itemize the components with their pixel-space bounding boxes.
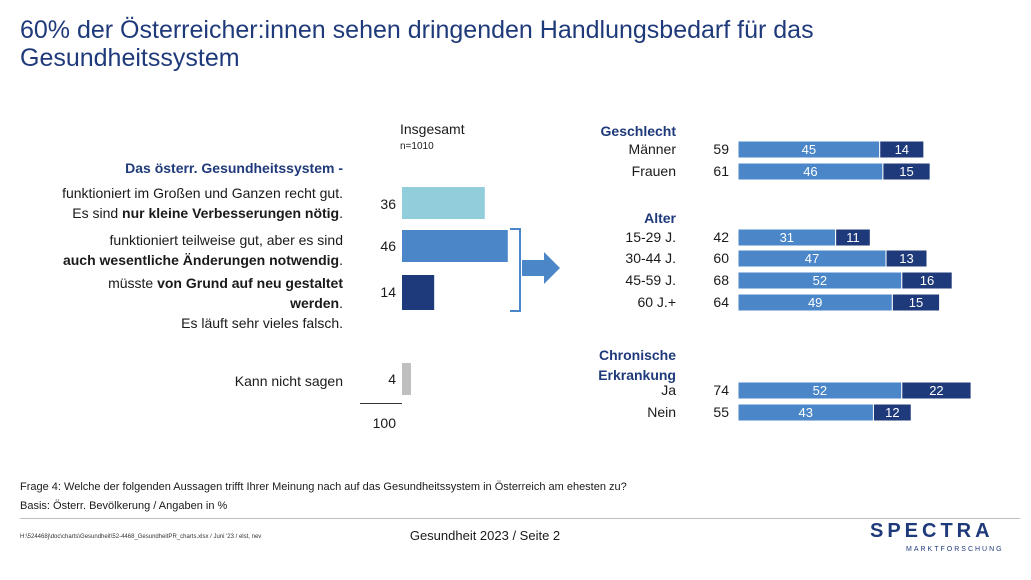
statement-line: müsste von Grund auf neu gestaltet werde… bbox=[108, 275, 343, 311]
row-total: 61 bbox=[713, 163, 729, 179]
statement-stem: Das österr. Gesundheitssystem - bbox=[125, 160, 343, 176]
logo-wordmark: SPECTRA bbox=[870, 520, 994, 542]
segment-value-label: 43 bbox=[798, 405, 812, 420]
row-label: 60 J.+ bbox=[637, 294, 676, 310]
overall-header: Insgesamt bbox=[400, 121, 465, 137]
segment-value-label: 31 bbox=[780, 230, 794, 245]
statement-line: funktioniert teilweise gut, aber es sind bbox=[109, 232, 343, 248]
overall-value: 46 bbox=[380, 238, 396, 254]
breakdown-bar-segment bbox=[882, 162, 931, 181]
row-label: 30-44 J. bbox=[625, 250, 676, 266]
statement-small-improvements: funktioniert im Großen und Ganzen recht … bbox=[53, 183, 343, 223]
row-label: Männer bbox=[628, 141, 676, 157]
row-total: 60 bbox=[713, 250, 729, 266]
overall-value: 36 bbox=[380, 196, 396, 212]
sum-divider bbox=[360, 403, 402, 404]
breakdown-bar-segment bbox=[879, 140, 925, 159]
segment-value-label: 13 bbox=[899, 251, 913, 266]
statement-line: Es läuft sehr vieles falsch. bbox=[181, 315, 343, 331]
breakdown-bar-segment bbox=[891, 293, 941, 312]
overall-bar bbox=[402, 275, 435, 310]
row-total: 55 bbox=[713, 404, 729, 420]
segment-value-label: 22 bbox=[929, 383, 943, 398]
bracket bbox=[510, 228, 521, 312]
footer-divider bbox=[20, 518, 1020, 519]
segment-value-label: 11 bbox=[846, 230, 860, 245]
breakdown-bar-segment bbox=[885, 249, 928, 268]
overall-value: 4 bbox=[388, 371, 396, 387]
overall-total: 100 bbox=[372, 415, 396, 431]
breakdown-bar-segment bbox=[901, 381, 972, 400]
breakdown-bars: 45 14 46 15 31 11 47 13 52 16 49 15 52 22 43 12 bbox=[737, 140, 972, 422]
overall-bars bbox=[402, 187, 508, 395]
row-label: Frauen bbox=[631, 163, 676, 179]
segment-value-label: 45 bbox=[802, 142, 816, 157]
logo-subtitle: MARKTFORSCHUNG bbox=[906, 546, 1004, 553]
footer-question: Frage 4: Welche der folgenden Aussagen t… bbox=[20, 481, 627, 493]
group-header-age: Alter bbox=[644, 210, 676, 226]
row-label: Ja bbox=[661, 382, 676, 398]
row-total: 64 bbox=[713, 294, 729, 310]
page-title: 60% der Österreicher:innen sehen dringen… bbox=[20, 16, 814, 72]
overall-bar bbox=[402, 230, 508, 262]
row-total: 59 bbox=[713, 141, 729, 157]
statement-substantial-changes: funktioniert teilweise gut, aber es sind… bbox=[53, 230, 343, 270]
statement-line: funktioniert im Großen und Ganzen recht … bbox=[62, 185, 343, 201]
arrow-icon bbox=[522, 252, 560, 284]
breakdown-bar-segment bbox=[835, 228, 871, 247]
segment-value-label: 15 bbox=[909, 295, 923, 310]
statement-line: auch wesentliche Änderungen notwendig. bbox=[62, 252, 343, 268]
overall-value: 14 bbox=[380, 284, 396, 300]
statement-redesign: müsste von Grund auf neu gestaltet werde… bbox=[53, 273, 343, 333]
breakdown-bar-segment bbox=[901, 271, 953, 290]
page-info: Gesundheit 2023 / Seite 2 bbox=[409, 528, 561, 543]
segment-value-label: 49 bbox=[808, 295, 822, 310]
row-total: 68 bbox=[713, 272, 729, 288]
row-label: 15-29 J. bbox=[625, 229, 676, 245]
segment-value-label: 47 bbox=[805, 251, 819, 266]
row-label: Nein bbox=[647, 404, 676, 420]
statement-line: Es sind nur kleine Verbesserungen nötig. bbox=[72, 205, 343, 221]
segment-value-label: 52 bbox=[813, 273, 827, 288]
segment-value-label: 14 bbox=[895, 142, 909, 157]
company-logo: SPECTRA MARKTFORSCHUNG bbox=[848, 520, 1002, 560]
segment-value-label: 12 bbox=[885, 405, 899, 420]
row-total: 74 bbox=[713, 382, 729, 398]
overall-bar bbox=[402, 363, 411, 395]
group-header-chronic: Chronische Erkrankung bbox=[598, 347, 676, 383]
group-header-gender: Geschlecht bbox=[600, 123, 676, 139]
file-path: H:\524468j\doc\charts\Gesundheit\52-4468… bbox=[20, 534, 262, 540]
footer-basis: Basis: Österr. Bevölkerung / Angaben in … bbox=[20, 500, 228, 512]
segment-value-label: 46 bbox=[803, 164, 817, 179]
dont-know-label: Kann nicht sagen bbox=[234, 373, 343, 389]
row-total: 42 bbox=[713, 229, 729, 245]
segment-value-label: 15 bbox=[899, 164, 913, 179]
segment-value-label: 16 bbox=[920, 273, 934, 288]
breakdown-bar-segment bbox=[872, 403, 912, 422]
overall-sample-size: n=1010 bbox=[400, 141, 434, 152]
overall-bar bbox=[402, 187, 485, 219]
segment-value-label: 52 bbox=[813, 383, 827, 398]
row-label: 45-59 J. bbox=[625, 272, 676, 288]
